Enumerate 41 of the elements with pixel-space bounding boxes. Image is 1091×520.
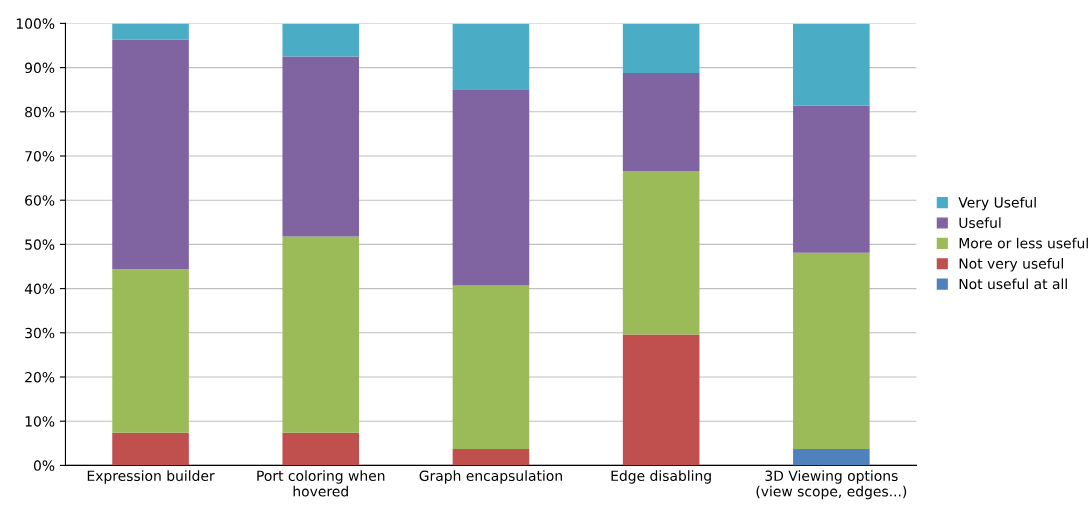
- bar: [622, 72, 700, 172]
- y-tick-label: 60%: [25, 195, 55, 206]
- bar: [112, 269, 189, 433]
- bar: [793, 252, 870, 450]
- bar: [112, 23, 189, 40]
- bar: [793, 449, 870, 466]
- bar: [452, 23, 530, 90]
- y-tick-label: 30%: [25, 327, 55, 339]
- legend-label: Not very useful: [959, 258, 1063, 272]
- bar: [793, 105, 870, 253]
- y-tick-label: 20%: [25, 371, 55, 383]
- bar: [622, 171, 700, 335]
- y-tick-label: 0%: [33, 460, 55, 471]
- bar: [452, 89, 530, 286]
- y-tick-label: 50%: [25, 239, 55, 250]
- bar: [452, 449, 530, 466]
- bar: [282, 56, 360, 237]
- bar: [282, 23, 360, 57]
- legend-label: Useful: [959, 217, 1001, 229]
- legend-label: Not useful at all: [959, 278, 1067, 290]
- y-tick-label: 10%: [25, 416, 55, 427]
- y-tick-label: 100%: [16, 18, 55, 29]
- x-tick-label: Graph encapsulation: [419, 470, 562, 484]
- legend-label: Very Useful: [958, 196, 1036, 211]
- legend-label: More or less useful: [959, 237, 1088, 249]
- x-tick-label: Expression builder: [87, 470, 215, 484]
- bar: [622, 334, 700, 466]
- x-tick-label: Edge disabling: [611, 470, 711, 484]
- bar: [282, 236, 360, 433]
- bar: [282, 432, 360, 466]
- bar: [112, 39, 189, 270]
- bar: [622, 23, 700, 73]
- y-tick-label: 40%: [24, 283, 55, 295]
- bar: [793, 23, 870, 106]
- bar: [112, 432, 189, 466]
- y-tick-label: 80%: [25, 106, 55, 118]
- x-tick-label: 3D Viewing options (view scope, edges...): [756, 470, 907, 500]
- y-tick-label: 70%: [25, 150, 55, 162]
- bar: [452, 285, 530, 450]
- x-tick-label: Port coloring when hovered: [257, 470, 385, 497]
- y-tick-label: 90%: [25, 62, 55, 74]
